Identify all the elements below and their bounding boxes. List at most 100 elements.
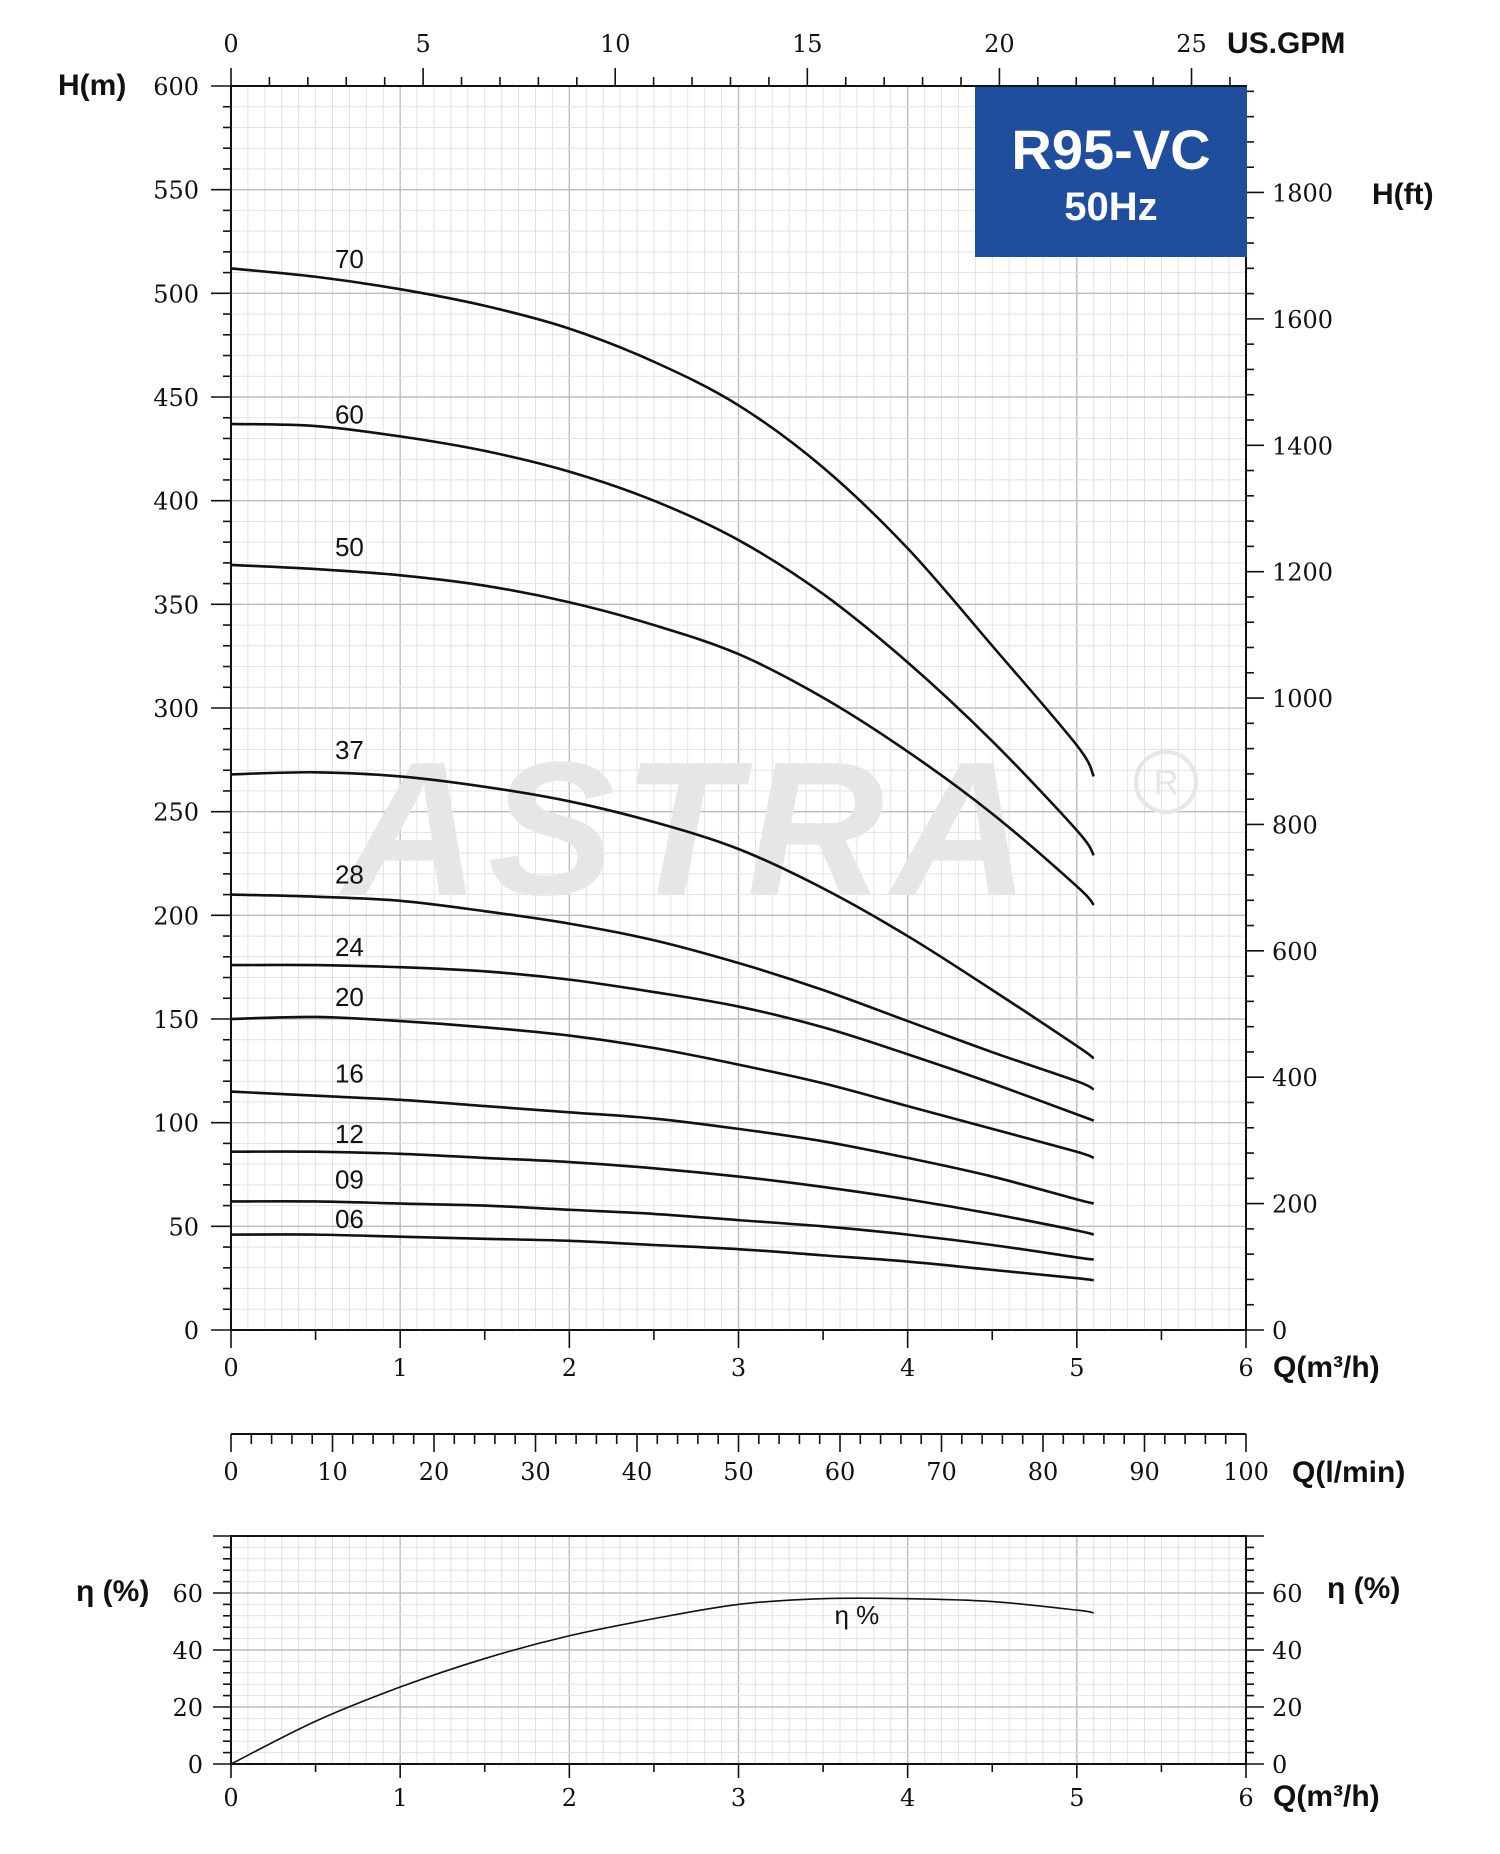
- efficiency-curve-label: η %: [835, 1600, 880, 1630]
- lmin-tick-label: 70: [926, 1458, 957, 1486]
- y-tick-label: 400: [153, 488, 199, 516]
- head-curve-20: [230, 1015, 1095, 1160]
- head-chart: ASTRA R0501001502002503003504004505005506…: [58, 27, 1434, 1489]
- eff-tick-label-left: 0: [188, 1751, 203, 1779]
- curve-label-24: 24: [335, 932, 364, 962]
- x-axis-lmin: 0 10 20 30 40 50 60 70 80 90 100 Q(l/min): [223, 1433, 1405, 1489]
- y-axis-left: 0 50 100 150 200 250 300 350 400 450 500 550 600 H(m): [58, 69, 231, 1345]
- eff-tick-label-left: 20: [172, 1694, 203, 1722]
- lmin-tick-label: 60: [825, 1458, 856, 1486]
- y-tick-label: 200: [153, 902, 199, 930]
- x-tick-label: 6: [1238, 1354, 1253, 1382]
- efficiency-curve: [230, 1597, 1094, 1765]
- eff-x-tick-label: 0: [223, 1784, 238, 1812]
- x-tick-label: 4: [900, 1354, 915, 1382]
- efficiency-x-axis: 0 1 2 3 4 5 6 Q(m³/h): [223, 1764, 1380, 1813]
- gpm-tick-label: 0: [223, 30, 238, 58]
- ft-tick-label: 0: [1272, 1317, 1287, 1345]
- efficiency-y-axis-right: 0 20 40 60 η (%): [1246, 1535, 1400, 1779]
- eff-x-tick-label: 6: [1238, 1784, 1253, 1812]
- x-axis-top: 0 5 10 15 20 25 US.GPM: [223, 27, 1345, 86]
- eff-tick-label-right: 0: [1272, 1751, 1287, 1779]
- efficiency-chart: 0 20 40 60 η (%) 0 20 40 60 η (%) 0 1 2 3 4 5 6 Q(m³/h) η …: [76, 1535, 1400, 1813]
- efficiency-x-axis-title: Q(m³/h): [1273, 1780, 1380, 1813]
- curve-label-20: 20: [335, 982, 364, 1012]
- y-axis-title-left: H(m): [58, 69, 126, 102]
- y-tick-label: 550: [153, 177, 199, 205]
- head-curve-06: [230, 1233, 1094, 1282]
- efficiency-axis-title-left: η (%): [76, 1575, 149, 1608]
- lmin-axis-title: Q(l/min): [1292, 1456, 1405, 1489]
- ft-tick-label: 1000: [1272, 685, 1333, 713]
- lmin-tick-label: 50: [723, 1458, 754, 1486]
- x-tick-label: 2: [562, 1354, 577, 1382]
- lmin-tick-label: 0: [223, 1458, 238, 1486]
- y-axis-title-right: H(ft): [1372, 178, 1434, 211]
- eff-tick-label-left: 40: [172, 1637, 203, 1665]
- efficiency-grid: [230, 1535, 1247, 1765]
- y-axis-right: 0 200 400 600 800 1000 1200 1400 1600 1800 H(ft): [1246, 90, 1434, 1345]
- eff-tick-label-left: 60: [172, 1580, 203, 1608]
- lmin-tick-label: 20: [419, 1458, 450, 1486]
- curve-label-70: 70: [335, 244, 364, 274]
- head-curve-28: [230, 893, 1095, 1091]
- efficiency-axis-title-right: η (%): [1327, 1572, 1400, 1605]
- x-axis-title: Q(m³/h): [1273, 1351, 1380, 1384]
- head-grid: [230, 85, 1247, 1331]
- gpm-tick-label: 25: [1176, 30, 1207, 58]
- eff-x-tick-label: 1: [393, 1784, 408, 1812]
- lmin-tick-label: 90: [1129, 1458, 1160, 1486]
- x-tick-label: 5: [1069, 1354, 1084, 1382]
- lmin-tick-label: 30: [520, 1458, 551, 1486]
- y-tick-label: 100: [153, 1110, 199, 1138]
- ft-tick-label: 1200: [1272, 559, 1333, 587]
- eff-x-tick-label: 3: [731, 1784, 746, 1812]
- eff-tick-label-right: 40: [1272, 1637, 1303, 1665]
- head-curve-50: [230, 563, 1095, 906]
- head-curve-24: [230, 963, 1095, 1122]
- ft-tick-label: 400: [1272, 1064, 1318, 1092]
- efficiency-y-axis-left: 0 20 40 60 η (%): [76, 1535, 231, 1779]
- ft-tick-label: 800: [1272, 811, 1318, 839]
- registered-mark-letter: R: [1154, 764, 1179, 802]
- curve-label-09: 09: [335, 1164, 364, 1194]
- x-tick-label: 0: [223, 1354, 238, 1382]
- head-curve-09: [230, 1200, 1094, 1261]
- gpm-tick-label: 10: [600, 30, 631, 58]
- y-tick-label: 450: [153, 384, 199, 412]
- eff-x-tick-label: 4: [900, 1784, 915, 1812]
- ft-tick-label: 600: [1272, 938, 1318, 966]
- gpm-tick-label: 15: [792, 30, 823, 58]
- eff-x-tick-label: 2: [562, 1784, 577, 1812]
- x-axis-bottom: 0 1 2 3 4 5 6 Q(m³/h): [223, 1330, 1380, 1384]
- head-curve-70: [230, 267, 1095, 778]
- watermark-logo: ASTRA: [339, 723, 1037, 935]
- y-tick-label: 500: [153, 280, 199, 308]
- x-tick-label: 3: [731, 1354, 746, 1382]
- y-tick-label: 150: [153, 1006, 199, 1034]
- y-tick-label: 50: [168, 1213, 199, 1241]
- head-curve-60: [230, 422, 1095, 856]
- head-curve-12: [230, 1150, 1095, 1236]
- head-curves: 70 60 50 37 28 24 20 16 12 09 06: [230, 244, 1095, 1282]
- eff-tick-label-right: 60: [1272, 1580, 1303, 1608]
- registered-mark-icon: [1134, 750, 1198, 814]
- eff-tick-label-right: 20: [1272, 1694, 1303, 1722]
- gpm-tick-label: 5: [415, 30, 430, 58]
- head-curve-37: [230, 770, 1095, 1060]
- gpm-tick-label: 20: [984, 30, 1015, 58]
- y-tick-label: 600: [153, 73, 199, 101]
- frequency-label: 50Hz: [1064, 185, 1157, 229]
- ft-tick-label: 200: [1272, 1191, 1318, 1219]
- ft-tick-label: 1400: [1272, 432, 1333, 460]
- y-tick-label: 0: [184, 1317, 199, 1345]
- gpm-axis-title: US.GPM: [1227, 27, 1345, 60]
- curve-label-28: 28: [335, 860, 364, 890]
- curve-label-37: 37: [335, 735, 364, 765]
- ft-tick-label: 1600: [1272, 306, 1333, 334]
- curve-label-50: 50: [335, 532, 364, 562]
- y-tick-label: 300: [153, 695, 199, 723]
- x-tick-label: 1: [393, 1354, 408, 1382]
- curve-label-16: 16: [335, 1059, 364, 1089]
- lmin-tick-label: 100: [1223, 1458, 1269, 1486]
